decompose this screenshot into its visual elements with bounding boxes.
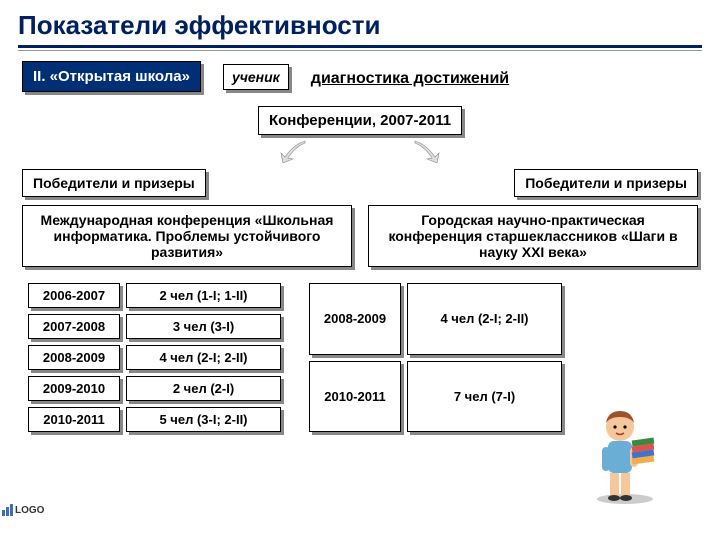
year-cell: 2006-2007 <box>28 283 120 308</box>
left-table: 2006-20072 чел (1-I; 1-II) 2007-20083 че… <box>22 277 287 438</box>
arrow-right-icon <box>405 139 445 165</box>
conferences-row: Конференции, 2007-2011 <box>0 106 720 135</box>
value-cell: 3 чел (3-I) <box>126 314 281 339</box>
arrows-row <box>0 139 720 165</box>
winners-row: Победители и призеры Победители и призер… <box>0 169 720 197</box>
arrow-left-icon <box>275 139 315 165</box>
winners-right: Победители и призеры <box>514 169 698 197</box>
year-cell: 2007-2008 <box>28 314 120 339</box>
student-icon <box>580 405 670 510</box>
right-table: 2008-20094 чел (2-I; 2-II) 2010-20117 че… <box>303 277 568 438</box>
left-conference-name: Международная конференция «Школьная инфо… <box>22 205 352 267</box>
title-underline <box>18 45 702 48</box>
school-box: II. «Открытая школа» <box>22 61 201 92</box>
value-cell: 4 чел (2-I; 2-II) <box>126 345 281 370</box>
header-row: II. «Открытая школа» ученик диагностика … <box>0 61 720 92</box>
value-cell: 2 чел (2-I) <box>126 376 281 401</box>
year-cell: 2009-2010 <box>28 376 120 401</box>
year-cell: 2008-2009 <box>28 345 120 370</box>
logo: LOGO <box>2 504 44 516</box>
conferences-box: Конференции, 2007-2011 <box>258 106 462 135</box>
logo-text: LOGO <box>15 505 44 516</box>
table-row: 2009-20102 чел (2-I) <box>28 376 281 401</box>
year-cell: 2008-2009 <box>309 283 401 355</box>
title-underline-thin <box>18 50 702 51</box>
table-row: 2007-20083 чел (3-I) <box>28 314 281 339</box>
winners-left: Победители и призеры <box>22 169 206 197</box>
value-cell: 2 чел (1-I; 1-II) <box>126 283 281 308</box>
year-cell: 2010-2011 <box>28 407 120 432</box>
table-row: 2008-20094 чел (2-I; 2-II) <box>28 345 281 370</box>
table-row: 2010-20117 чел (7-I) <box>309 361 562 433</box>
page-title: Показатели эффективности <box>0 0 720 45</box>
diagnostic-label: диагностика достижений <box>311 66 509 88</box>
conference-names-row: Международная конференция «Школьная инфо… <box>0 197 720 271</box>
table-row: 2006-20072 чел (1-I; 1-II) <box>28 283 281 308</box>
student-box: ученик <box>223 64 289 90</box>
right-conference-name: Городская научно-практическая конференци… <box>368 205 698 267</box>
value-cell: 5 чел (3-I; 2-II) <box>126 407 281 432</box>
value-cell: 4 чел (2-I; 2-II) <box>407 283 562 355</box>
year-cell: 2010-2011 <box>309 361 401 433</box>
table-row: 2008-20094 чел (2-I; 2-II) <box>309 283 562 355</box>
logo-bars-icon <box>2 504 13 516</box>
table-row: 2010-20115 чел (3-I; 2-II) <box>28 407 281 432</box>
value-cell: 7 чел (7-I) <box>407 361 562 433</box>
